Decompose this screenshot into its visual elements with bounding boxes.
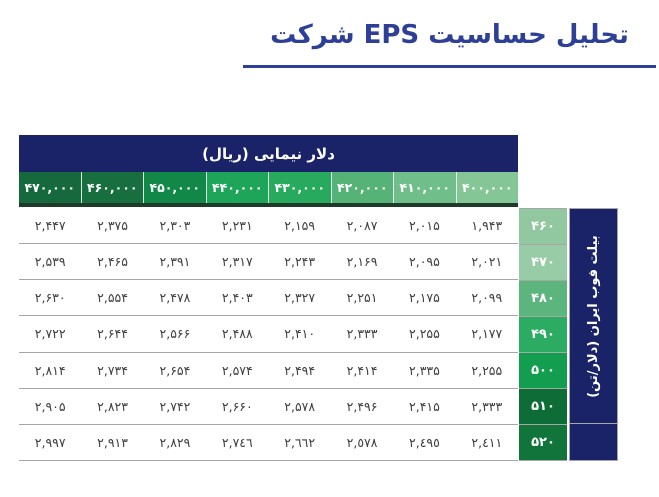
- row-header-cell: ۴۷۰: [519, 245, 567, 281]
- eps-value-cell: ۲,۵۳۹: [34, 254, 66, 270]
- eps-value-cell: ۲,۰۹۹: [471, 290, 503, 306]
- eps-value-cell: ۲,۰۲۱: [471, 254, 503, 270]
- eps-value-cell: ۲,۴۹۴: [284, 362, 316, 378]
- eps-value-cell: ۲,۷۲۲: [34, 326, 66, 342]
- eps-value-cell: ۲,۳۲۷: [284, 290, 316, 306]
- column-header-cell: ۴۶۰,۰۰۰: [80, 172, 143, 203]
- billet-fob-side-header: بیلت فوب ایران (دلار/تن): [569, 208, 618, 461]
- eps-value-cell: ۲,۰۱۵: [409, 218, 440, 234]
- eps-value-cell: ۲,۴۷۸: [159, 290, 191, 306]
- eps-value-cell: ۲,٦٦۲: [284, 434, 316, 450]
- eps-sensitivity-grid: ۲,۴۴۷ ۲,۳۷۵ ۲,۳۰۳ ۲,۲۳۱ ۲,۱۵۹ ۲,۰۸۷ ۲,۰۱…: [19, 208, 518, 461]
- eps-value-cell: ۲,۵۷۴: [221, 362, 253, 378]
- nima-dollar-header: دلار نیمایی (ریال): [19, 135, 518, 172]
- eps-value-cell: ۲,۰۹۵: [409, 254, 440, 270]
- eps-value-cell: ۲,۴۱۰: [284, 326, 316, 342]
- eps-value-cell: ۲,۸۲۹: [159, 434, 191, 450]
- eps-value-cell: ۲,۹۱۳: [97, 434, 128, 450]
- eps-value-cell: ۲,۷۴۲: [159, 398, 191, 414]
- column-header-cell: ۴۴۰,۰۰۰: [205, 172, 268, 203]
- eps-value-cell: ۲,۹۹۷: [34, 434, 66, 450]
- row-header-cell: ۴۶۰: [519, 209, 567, 245]
- table-row: ۲,۸۱۴ ۲,۷۳۴ ۲,۶۵۴ ۲,۵۷۴ ۲,۴۹۴ ۲,۴۱۴ ۲,۳۳…: [19, 353, 518, 389]
- eps-value-cell: ۲,۵۶۶: [159, 326, 191, 342]
- table-row: ۲,۴۴۷ ۲,۳۷۵ ۲,۳۰۳ ۲,۲۳۱ ۲,۱۵۹ ۲,۰۸۷ ۲,۰۱…: [19, 208, 518, 245]
- row-header-cell: ۵۰۰: [519, 353, 567, 389]
- eps-value-cell: ۲,۴۹۶: [346, 398, 378, 414]
- eps-value-cell: ۲,۶۳۰: [34, 290, 66, 306]
- row-header-cell: ۴۸۰: [519, 281, 567, 317]
- eps-value-cell: ۲,۶۵۴: [159, 362, 191, 378]
- side-header-label: بیلت فوب ایران (دلار/تن): [586, 234, 601, 398]
- eps-value-cell: ۲,۴۶۵: [97, 254, 128, 270]
- row-header-cell: ۴۹۰: [519, 317, 567, 353]
- eps-value-cell: ۲,۴۱۴: [346, 362, 378, 378]
- eps-value-cell: ۲,۸۲۳: [97, 398, 128, 414]
- column-header-cell: ۴۳۰,۰۰۰: [268, 172, 331, 203]
- eps-value-cell: ۲,۲۵۱: [346, 290, 378, 306]
- table-row: ۲,۷۲۲ ۲,۶۴۴ ۲,۵۶۶ ۲,۴۸۸ ۲,۴۱۰ ۲,۳۳۳ ۲,۲۵…: [19, 316, 518, 353]
- eps-value-cell: ۲,۱۶۹: [346, 254, 378, 270]
- column-header-cell: ۴۱۰,۰۰۰: [393, 172, 456, 203]
- eps-value-cell: ۲,۳۳۳: [346, 326, 378, 342]
- title-underline: [243, 65, 656, 68]
- eps-value-cell: ۲,۲۳۱: [221, 218, 253, 234]
- eps-value-cell: ۲,٥۷۸: [346, 434, 378, 450]
- eps-value-cell: ۲,۳۷۵: [97, 218, 128, 234]
- eps-value-cell: ۲,۱۵۹: [284, 218, 316, 234]
- eps-value-cell: ۲,۶۴۴: [97, 326, 128, 342]
- table-row: ۲,۹۰۵ ۲,۸۲۳ ۲,۷۴۲ ۲,۶۶۰ ۲,۵۷۸ ۲,۴۹۶ ۲,۴۱…: [19, 389, 518, 425]
- eps-value-cell: ۲,۳۳۳: [471, 398, 503, 414]
- row-header-column: ۴۶۰ ۴۷۰ ۴۸۰ ۴۹۰ ۵۰۰ ۵۱۰ ۵۲۰: [519, 208, 567, 461]
- eps-value-cell: ۲,۵۵۴: [97, 290, 128, 306]
- eps-value-cell: ۲,٤۱۱: [471, 434, 503, 450]
- eps-value-cell: ۲,۲۵۵: [409, 326, 440, 342]
- eps-value-cell: ۲,۳۹۱: [159, 254, 191, 270]
- table-row: ۲,۹۹۷ ۲,۹۱۳ ۲,۸۲۹ ۲,۷٤٦ ۲,٦٦۲ ۲,٥۷۸ ۲,٤۹…: [19, 425, 518, 461]
- eps-value-cell: ۲,۴۰۳: [221, 290, 253, 306]
- table-row: ۲,۶۳۰ ۲,۵۵۴ ۲,۴۷۸ ۲,۴۰۳ ۲,۳۲۷ ۲,۲۵۱ ۲,۱۷…: [19, 280, 518, 317]
- table-row: ۲,۵۳۹ ۲,۴۶۵ ۲,۳۹۱ ۲,۳۱۷ ۲,۲۴۳ ۲,۱۶۹ ۲,۰۹…: [19, 244, 518, 281]
- eps-value-cell: ۲,۰۸۷: [346, 218, 378, 234]
- eps-value-cell: ۲,۹۰۵: [34, 398, 66, 414]
- eps-value-cell: ۲,۳۳۵: [409, 362, 440, 378]
- eps-value-cell: ۲,۸۱۴: [34, 362, 66, 378]
- eps-value-cell: ۲,۳۱۷: [221, 254, 253, 270]
- column-header-cell: ۴۰۰,۰۰۰: [455, 172, 518, 203]
- eps-value-cell: ۲,۶۶۰: [221, 398, 253, 414]
- eps-value-cell: ۲,۴۴۷: [34, 218, 66, 234]
- column-header-row: ۴۷۰,۰۰۰ ۴۶۰,۰۰۰ ۴۵۰,۰۰۰ ۴۴۰,۰۰۰ ۴۳۰,۰۰۰ …: [19, 172, 518, 203]
- eps-value-cell: ۲,۵۷۸: [284, 398, 316, 414]
- eps-value-cell: ۲,۴۸۸: [221, 326, 253, 342]
- side-header-empty-cell: [570, 424, 617, 460]
- column-header-cell: ۴۵۰,۰۰۰: [143, 172, 206, 203]
- eps-value-cell: ۲,۲۴۳: [284, 254, 316, 270]
- eps-value-cell: ۲,۳۰۳: [159, 218, 191, 234]
- header-shadow-strip: [19, 203, 518, 207]
- eps-value-cell: ۲,۲۵۵: [471, 362, 503, 378]
- column-header-cell: ۴۲۰,۰۰۰: [330, 172, 393, 203]
- row-header-cell: ۵۱۰: [519, 389, 567, 425]
- eps-value-cell: ۲,۱۷۵: [409, 290, 440, 306]
- row-header-cell: ۵۲۰: [519, 425, 567, 461]
- eps-value-cell: ۲,۱۷۷: [471, 326, 503, 342]
- eps-value-cell: ۲,۷۳۴: [97, 362, 128, 378]
- column-header-cell: ۴۷۰,۰۰۰: [19, 172, 81, 203]
- side-header-label-area: بیلت فوب ایران (دلار/تن): [570, 209, 617, 425]
- eps-value-cell: ۱,۹۴۳: [471, 218, 503, 234]
- page-title: تحلیل حساسیت EPS شرکت: [270, 20, 629, 50]
- eps-value-cell: ۲,۷٤٦: [221, 434, 253, 450]
- eps-value-cell: ۲,٤۹٥: [409, 434, 440, 450]
- eps-value-cell: ۲,۴۱۵: [409, 398, 440, 414]
